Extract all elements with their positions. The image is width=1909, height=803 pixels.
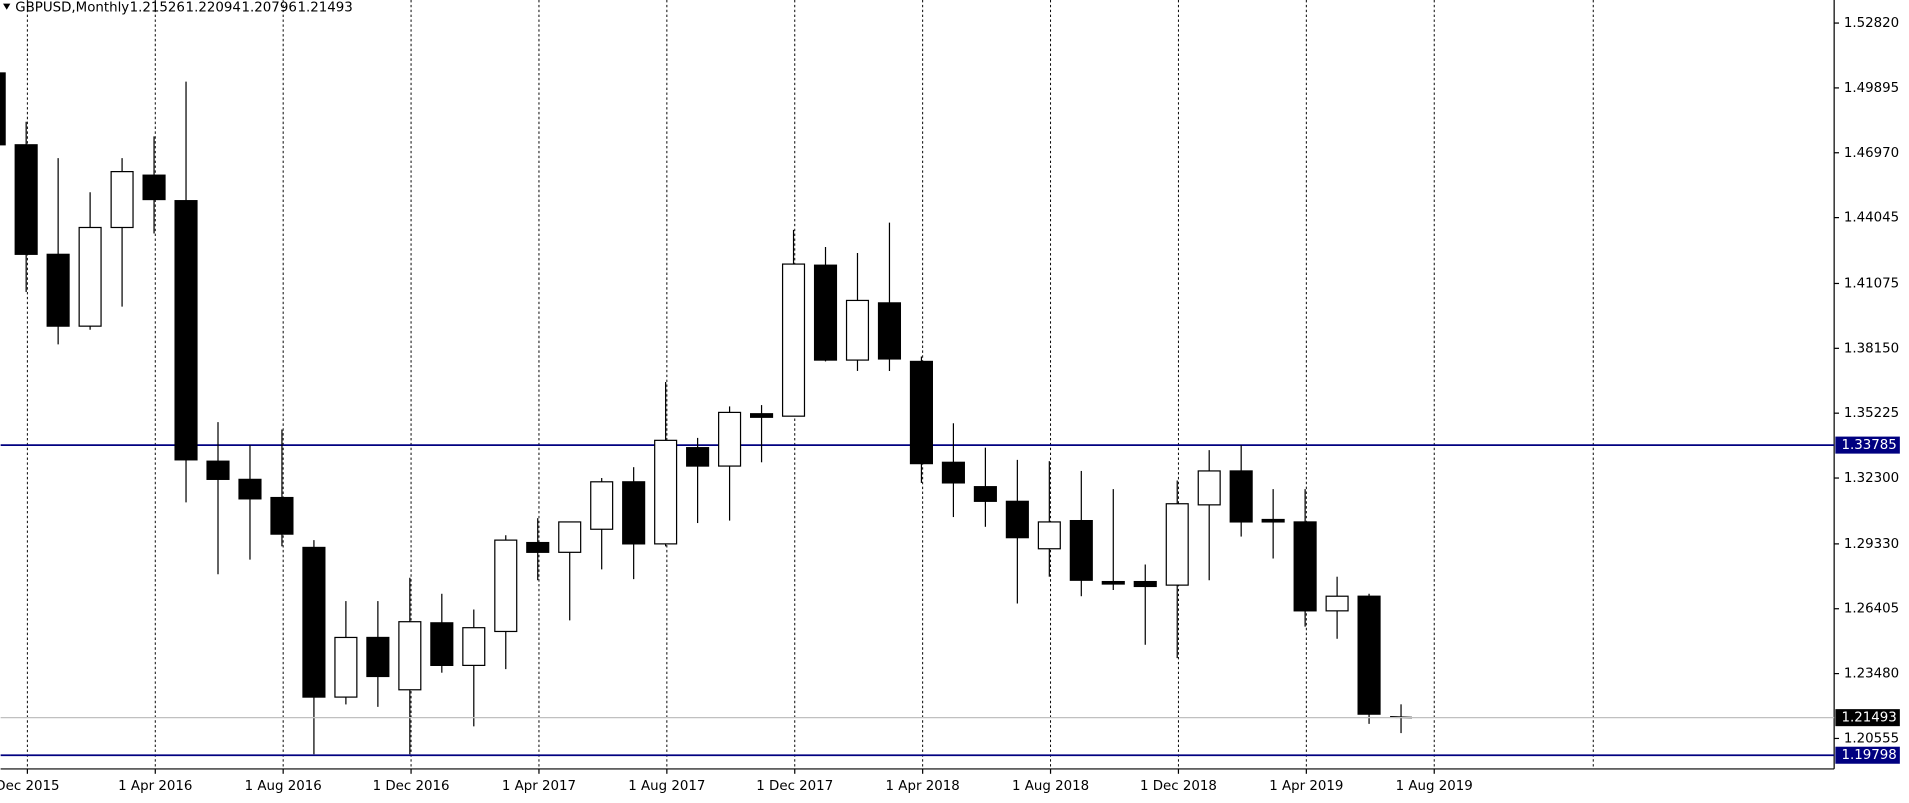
candle-body — [206, 460, 230, 480]
bid-label-box — [1835, 709, 1900, 727]
candle-body — [398, 621, 422, 691]
candle-body — [334, 636, 358, 698]
candle-body — [1133, 580, 1157, 588]
candle-body — [1293, 521, 1317, 612]
candle-body — [302, 546, 326, 698]
header-low: 1.20796 — [242, 0, 297, 15]
candle-body — [750, 413, 774, 418]
x-tick-label: 1 Dec 2016 — [373, 779, 450, 794]
candle-body — [558, 521, 582, 553]
x-tick-label: 1 Aug 2016 — [245, 779, 322, 794]
candle-body — [1229, 470, 1253, 523]
x-tick-label: 1 Apr 2018 — [886, 779, 960, 794]
candle-body — [845, 299, 870, 361]
x-tick-label: Dec 2015 — [0, 779, 59, 794]
y-tick-label: 1.52820 — [1844, 16, 1899, 31]
level-label: 1.33785 — [1841, 438, 1896, 453]
header-close: 1.21493 — [297, 0, 352, 15]
x-tick-label: 1 Dec 2018 — [1140, 779, 1217, 794]
candle-body — [590, 481, 614, 530]
y-tick-label: 1.20555 — [1844, 731, 1899, 746]
x-tick-label: 1 Aug 2018 — [1012, 779, 1089, 794]
y-tick-label: 1.32300 — [1844, 471, 1899, 486]
candle-body — [174, 200, 198, 461]
level-label-box — [1835, 436, 1900, 454]
candle-body — [110, 171, 134, 229]
candle-body — [0, 72, 6, 146]
y-tick-label: 1.44045 — [1844, 211, 1899, 226]
header-open: 1.21526 — [130, 0, 185, 15]
candle-body — [718, 411, 742, 467]
x-tick-label: 1 Apr 2019 — [1269, 779, 1343, 794]
chart-title: GBPUSD,Monthly — [15, 0, 129, 15]
candle-body — [1325, 595, 1349, 612]
y-tick-label: 1.23480 — [1844, 667, 1899, 682]
candle-body — [813, 264, 838, 361]
candle-body — [973, 486, 997, 502]
level-label: 1.19798 — [1841, 748, 1896, 763]
candle-body — [781, 263, 806, 417]
candle-body — [1165, 503, 1189, 586]
candle-body — [622, 481, 646, 545]
x-tick-label: 1 Dec 2017 — [756, 779, 833, 794]
candle-body — [1197, 470, 1221, 506]
x-tick-label: 1 Aug 2017 — [628, 779, 705, 794]
y-tick-label: 1.49895 — [1844, 81, 1899, 96]
candle-body — [686, 447, 710, 467]
candle-body — [909, 360, 933, 465]
y-tick-label: 1.35225 — [1844, 406, 1899, 421]
y-tick-label: 1.41075 — [1844, 276, 1899, 291]
candle-body — [941, 461, 965, 484]
candle-body — [238, 478, 262, 500]
candle-body — [270, 496, 294, 535]
candle-body — [1005, 500, 1029, 539]
candle-body — [1069, 519, 1093, 581]
header-high: 1.22094 — [186, 0, 241, 15]
x-tick-label: 1 Apr 2017 — [502, 779, 576, 794]
candle-body — [14, 144, 38, 255]
candle-body — [1037, 521, 1061, 550]
level-label-box — [1835, 746, 1900, 764]
candle-body — [1101, 580, 1125, 585]
candle-body — [526, 541, 550, 553]
candle-body — [46, 253, 70, 327]
candle-body — [654, 439, 678, 545]
candle-body — [462, 627, 486, 666]
x-tick-label: 1 Aug 2019 — [1396, 779, 1473, 794]
candle-body — [494, 539, 518, 633]
candle-body — [1357, 595, 1381, 715]
candle-body — [1261, 518, 1285, 523]
candle-body — [366, 636, 390, 678]
bid-label: 1.21493 — [1841, 711, 1896, 726]
y-tick-label: 1.46970 — [1844, 146, 1899, 161]
y-tick-label: 1.29330 — [1844, 537, 1899, 552]
candle-body — [877, 302, 902, 360]
candle-body — [78, 226, 102, 327]
candle-body — [430, 622, 454, 666]
menu-arrow[interactable] — [3, 3, 11, 10]
y-tick-label: 1.26405 — [1844, 602, 1899, 617]
candle-body — [142, 174, 166, 201]
y-tick-label: 1.38150 — [1844, 341, 1899, 356]
x-tick-label: 1 Apr 2016 — [118, 779, 192, 794]
